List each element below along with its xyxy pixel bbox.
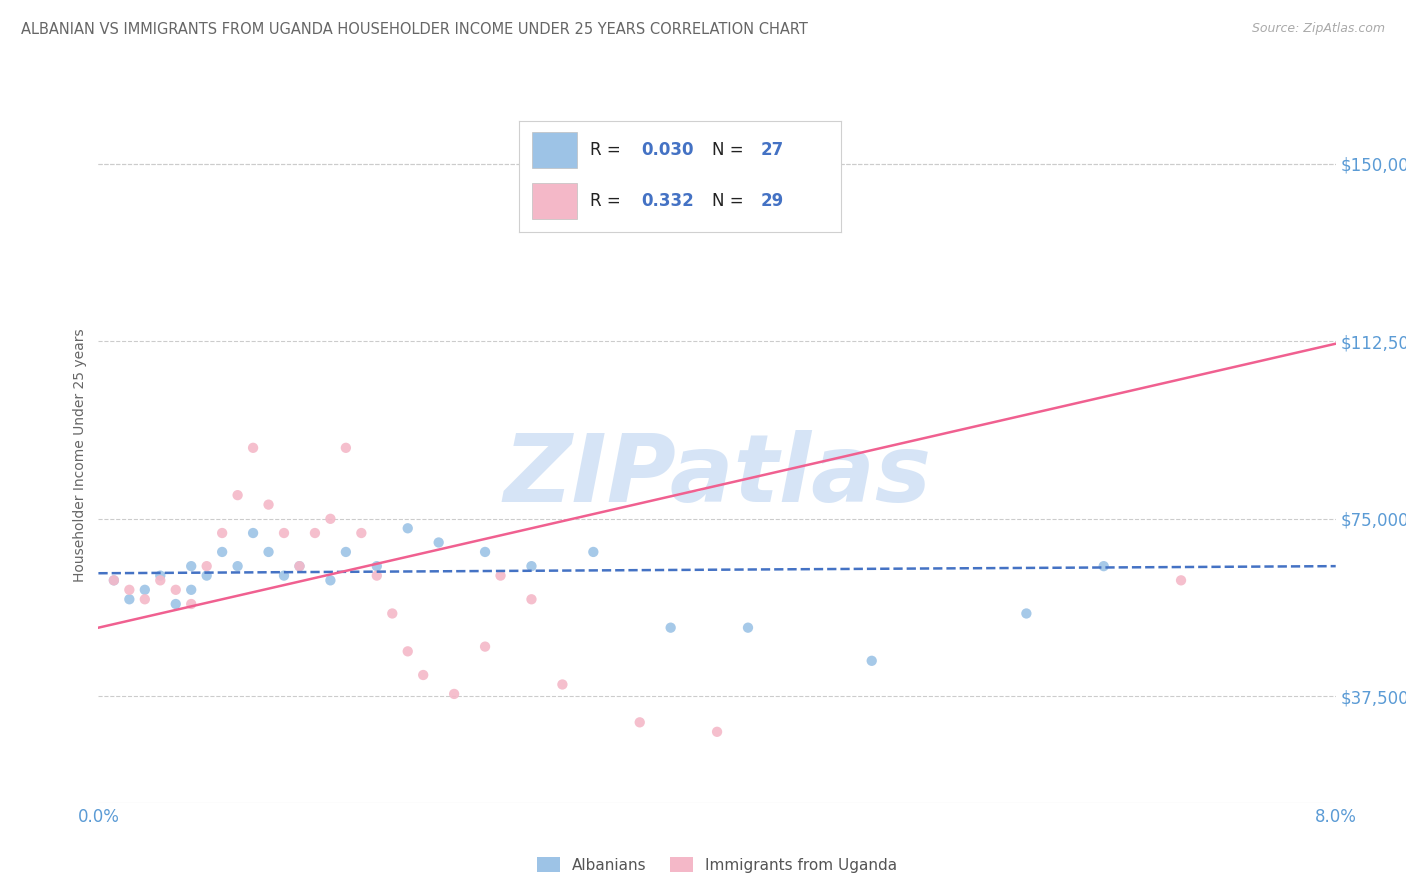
Point [319, 512, 342, 526]
Point [860, 654, 883, 668]
Point [1092, 559, 1115, 574]
Point [335, 441, 357, 455]
Y-axis label: Householder Income Under 25 years: Householder Income Under 25 years [73, 328, 87, 582]
Point [211, 545, 233, 559]
Point [165, 582, 187, 597]
Point [226, 488, 249, 502]
Point [134, 582, 156, 597]
Point [273, 526, 295, 541]
Point [180, 559, 202, 574]
Point [304, 526, 326, 541]
Point [520, 559, 543, 574]
Point [273, 568, 295, 582]
Point [628, 715, 651, 730]
Point [366, 568, 388, 582]
Point [396, 521, 419, 535]
Point [396, 644, 419, 658]
Point [412, 668, 434, 682]
Point [103, 574, 125, 588]
Point [242, 441, 264, 455]
Point [427, 535, 450, 549]
Point [118, 582, 141, 597]
Point [582, 545, 605, 559]
Point [659, 621, 682, 635]
Point [149, 574, 172, 588]
Point [288, 559, 311, 574]
Point [118, 592, 141, 607]
Point [195, 568, 218, 582]
Point [165, 597, 187, 611]
Point [103, 574, 125, 588]
Point [489, 568, 512, 582]
Point [366, 559, 388, 574]
Point [195, 559, 218, 574]
Point [149, 568, 172, 582]
Point [226, 559, 249, 574]
Point [288, 559, 311, 574]
Point [443, 687, 465, 701]
Legend: Albanians, Immigrants from Uganda: Albanians, Immigrants from Uganda [531, 850, 903, 879]
Point [381, 607, 404, 621]
Point [134, 592, 156, 607]
Point [180, 582, 202, 597]
Point [551, 677, 574, 691]
Point [180, 597, 202, 611]
Point [257, 545, 280, 559]
Point [319, 574, 342, 588]
Point [706, 724, 728, 739]
Point [1015, 607, 1038, 621]
Text: ALBANIAN VS IMMIGRANTS FROM UGANDA HOUSEHOLDER INCOME UNDER 25 YEARS CORRELATION: ALBANIAN VS IMMIGRANTS FROM UGANDA HOUSE… [21, 22, 808, 37]
Point [350, 526, 373, 541]
Point [474, 640, 496, 654]
Text: ZIPatlas: ZIPatlas [503, 430, 931, 522]
Point [737, 621, 759, 635]
Point [257, 498, 280, 512]
Text: Source: ZipAtlas.com: Source: ZipAtlas.com [1251, 22, 1385, 36]
Point [474, 545, 496, 559]
Point [1170, 574, 1192, 588]
Point [520, 592, 543, 607]
Point [211, 526, 233, 541]
Point [242, 526, 264, 541]
Point [335, 545, 357, 559]
